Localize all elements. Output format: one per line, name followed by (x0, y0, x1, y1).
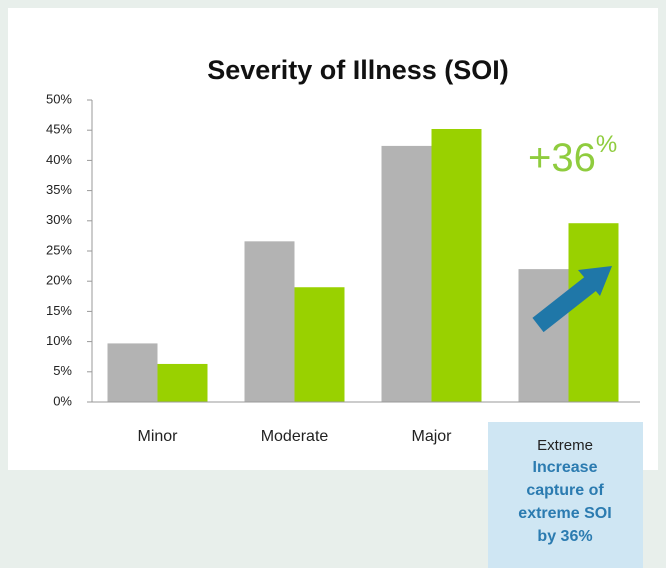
callout-line: Increase (533, 459, 598, 476)
callout-line: extreme SOI (518, 505, 611, 522)
bar (518, 269, 569, 402)
y-tick-label: 50% (46, 91, 72, 106)
y-tick-label: 30% (46, 212, 72, 227)
callout-box (488, 422, 643, 568)
arrow-shaft (532, 273, 600, 333)
y-tick-label: 45% (46, 122, 72, 137)
bar (431, 128, 482, 402)
x-tick-label: Minor (137, 428, 178, 445)
bar (294, 287, 345, 402)
y-tick-label: 25% (46, 242, 72, 257)
bar (157, 363, 208, 402)
y-tick-label: 15% (46, 303, 72, 318)
callout-line: capture of (526, 482, 604, 499)
y-tick-label: 0% (53, 393, 72, 408)
bar (568, 223, 619, 402)
y-tick-label: 40% (46, 152, 72, 167)
annotation-text: +36 (528, 136, 596, 180)
y-tick-label: 5% (53, 363, 72, 378)
arrow-head (578, 266, 612, 296)
trend-arrow (532, 266, 612, 333)
x-tick-label: Extreme (537, 437, 593, 454)
bar (381, 145, 432, 403)
bar (107, 343, 158, 402)
x-tick-label: Moderate (261, 428, 329, 445)
x-tick-label: Major (411, 428, 452, 445)
bar (244, 241, 295, 402)
y-tick-label: 35% (46, 182, 72, 197)
annotation-sup: % (596, 131, 617, 158)
y-tick-label: 20% (46, 273, 72, 288)
chart-title: Severity of Illness (SOI) (207, 55, 509, 85)
y-tick-label: 10% (46, 333, 72, 348)
callout-line: by 36% (537, 528, 592, 545)
bars (107, 128, 619, 403)
annotation: +36% (528, 131, 617, 179)
